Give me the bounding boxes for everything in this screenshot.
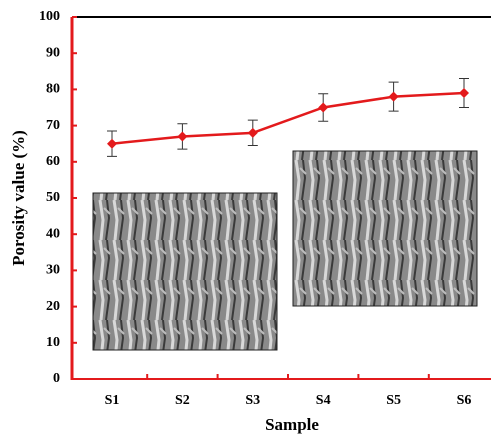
x-tick-label: S5 [386,393,401,408]
y-tick-label: 60 [46,154,60,169]
y-tick-label: 0 [53,371,60,386]
marker [459,88,469,99]
x-tick-label: S4 [316,393,331,408]
sem-inset-left [92,192,278,351]
y-tick-label: 80 [46,82,60,97]
y-tick-label: 90 [46,45,60,60]
x-tick-label: S2 [175,393,190,408]
y-tick-label: 20 [46,299,60,314]
x-axis-label: Sample [265,415,319,434]
y-tick-label: 50 [46,190,60,205]
x-tick-label: S1 [105,393,120,408]
data-line [111,91,465,145]
marker [318,102,329,113]
x-tick-label: S6 [457,393,472,408]
marker [107,138,117,149]
marker [177,131,188,142]
x-tick-label: S3 [245,393,260,408]
marker [247,127,258,138]
sem-inset-right [292,150,478,307]
y-tick-label: 70 [46,118,60,133]
y-tick-label: 100 [39,9,60,24]
y-tick-label: 40 [46,226,60,241]
y-tick-label: 10 [46,335,60,350]
y-axis-label: Porosity value (%) [9,130,28,266]
y-tick-label: 30 [46,263,60,278]
marker [388,91,399,102]
